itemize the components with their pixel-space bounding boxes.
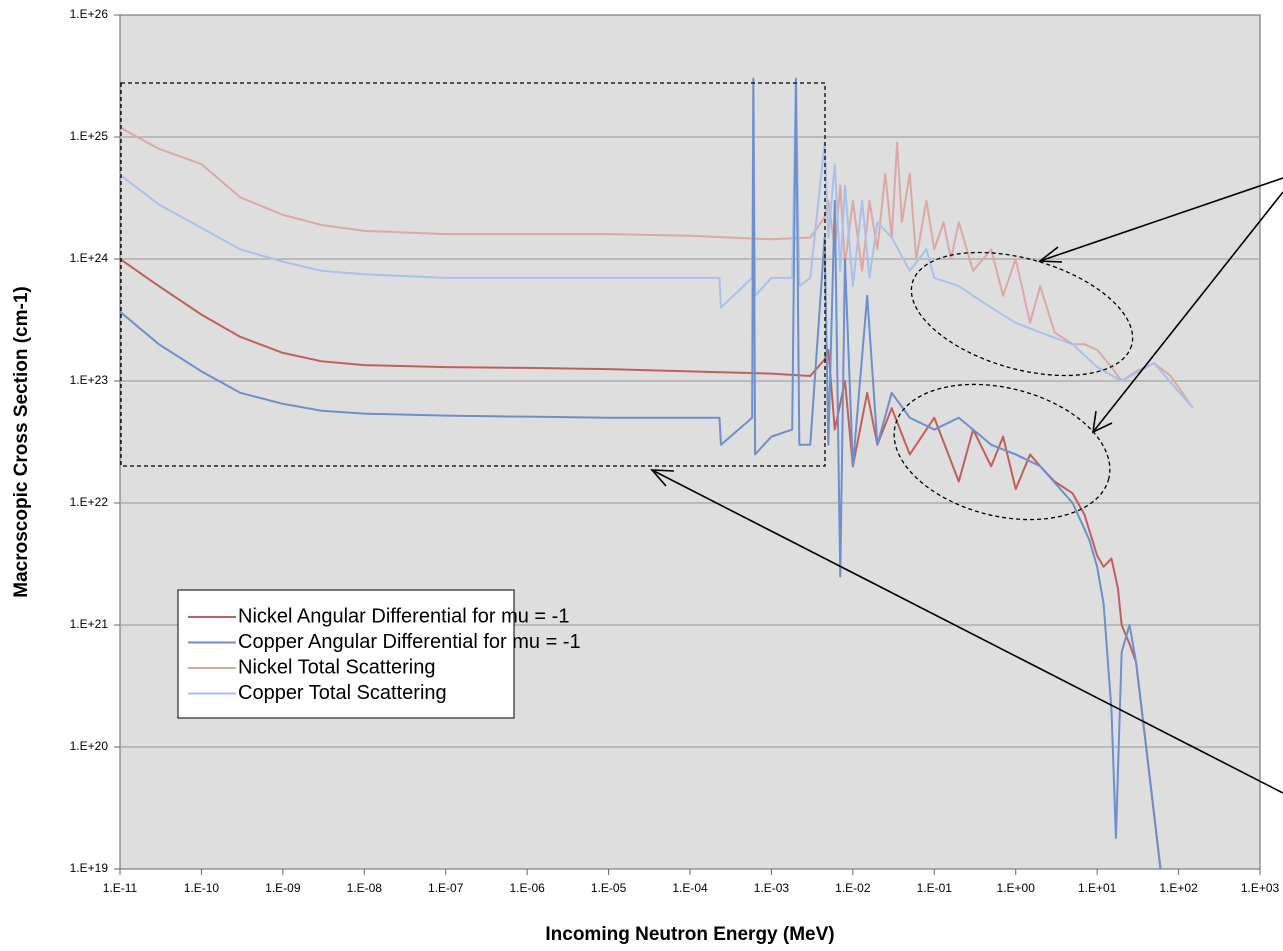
y-tick-label: 1.E+21 — [70, 617, 109, 631]
ellipse — [893, 383, 1111, 521]
arrow-head — [1037, 246, 1063, 263]
arrow — [1092, 191, 1283, 433]
x-tick-label: 1.E-02 — [835, 881, 871, 895]
x-tick-label: 1.E-04 — [672, 881, 708, 895]
legend-box — [177, 589, 515, 719]
y-tick-label: 1.E+26 — [70, 7, 109, 21]
legend-label: Nickel Total Scattering — [238, 656, 436, 678]
arrow — [651, 469, 1283, 794]
x-tick-label: 1.E-01 — [917, 881, 953, 895]
x-tick-label: 1.E-08 — [347, 881, 383, 895]
y-tick-label: 1.E+23 — [70, 373, 109, 387]
x-tick-label: 1.E-07 — [428, 881, 464, 895]
ellipse — [910, 251, 1134, 377]
x-tick-label: 1.E-09 — [265, 881, 301, 895]
x-tick-label: 1.E+02 — [1159, 881, 1198, 895]
x-tick-label: 1.E-11 — [103, 881, 138, 895]
ticks: 1.E+19 1.E+20 1.E+21 1.E+22 1.E+23 1.E+24 1.E+… — [70, 7, 1280, 895]
x-axis-title: Incoming Neutron Energy (MeV) — [545, 924, 834, 945]
zoom-box — [120, 82, 826, 467]
series-line — [119, 258, 1162, 870]
y-tick-label: 1.E+20 — [70, 739, 109, 753]
x-tick-label: 1.E-05 — [591, 881, 627, 895]
y-axis-title: Macroscopic Cross Section (cm-1) — [11, 286, 32, 597]
series-line — [119, 77, 1194, 409]
lines — [119, 77, 1194, 870]
series-line — [119, 77, 1162, 870]
arrow-head — [650, 469, 675, 487]
y-tick-label: 1.E+19 — [70, 861, 109, 875]
legend-label: Nickel Angular Differential for mu = -1 — [238, 605, 569, 627]
legend-label: Copper Total Scattering — [238, 682, 447, 704]
x-tick-label: 1.E+00 — [997, 881, 1036, 895]
x-tick-label: 1.E-10 — [184, 881, 220, 895]
y-tick-label: 1.E+24 — [70, 251, 109, 265]
arrow-head — [1091, 410, 1113, 434]
legend: Nickel Angular Differential for mu = -1 C… — [177, 589, 581, 719]
x-tick-label: 1.E+01 — [1078, 881, 1117, 895]
x-tick-label: 1.E-06 — [509, 881, 545, 895]
arrow — [1039, 177, 1283, 262]
y-tick-label: 1.E+25 — [70, 129, 109, 143]
y-tick-label: 1.E+22 — [70, 495, 109, 509]
annotations — [120, 82, 1283, 794]
x-tick-label: 1.E+03 — [1241, 881, 1280, 895]
x-tick-label: 1.E-03 — [754, 881, 790, 895]
legend-label: Copper Angular Differential for mu = -1 — [238, 631, 581, 653]
plot-area — [119, 14, 1261, 870]
